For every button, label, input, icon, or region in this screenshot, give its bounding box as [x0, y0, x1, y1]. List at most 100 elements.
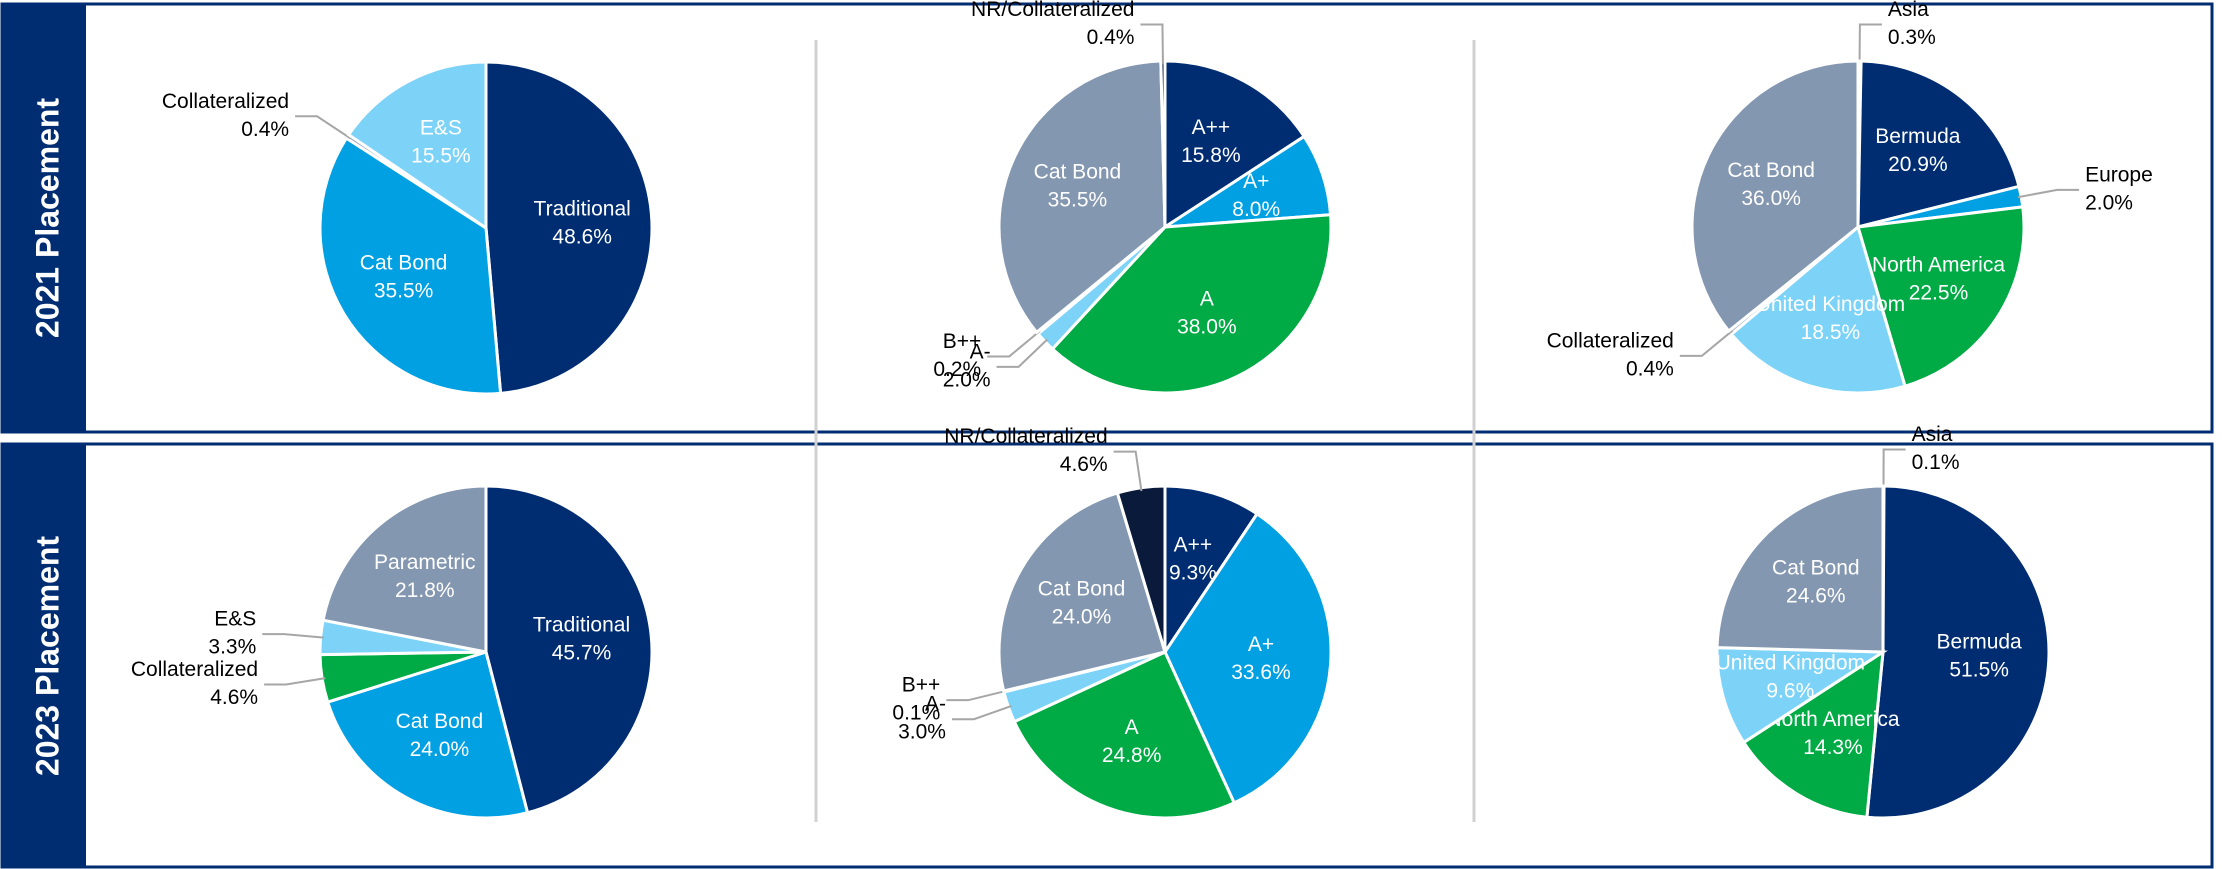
- leader-line: [2017, 188, 2080, 199]
- slice-category: United Kingdom: [1716, 652, 1865, 675]
- slice-category: A: [1200, 287, 1214, 310]
- slice-value-label: 4.6%: [1060, 453, 1108, 476]
- slice-category: Asia: [1912, 423, 1953, 446]
- row-label: 2021 Placement: [29, 98, 65, 339]
- slice-value-label: 9.3%: [1169, 561, 1217, 584]
- slice-category: Traditional: [534, 197, 631, 220]
- slice-category: Bermuda: [1875, 125, 1961, 148]
- pie-slice: [1050, 213, 1333, 395]
- slice-category: Collateralized: [1547, 329, 1674, 352]
- pie-slice: [1865, 484, 2051, 820]
- slice-category: North America: [1872, 253, 2005, 276]
- slice-category: United Kingdom: [1756, 293, 1905, 316]
- leader-line: [1679, 329, 1734, 357]
- slice-category: A+: [1248, 633, 1274, 656]
- slice-category: NR/Collateralized: [944, 425, 1107, 448]
- slice-category: A-: [925, 693, 946, 716]
- slice-category: E&S: [214, 608, 256, 631]
- slice-category: A++: [1174, 533, 1213, 556]
- slice-value-label: 36.0%: [1741, 187, 1801, 210]
- slice-value-label: 22.5%: [1909, 281, 1969, 304]
- slice-value-label: 48.6%: [552, 225, 612, 248]
- slice-value-label: 21.8%: [395, 579, 455, 602]
- leader-line: [264, 677, 326, 686]
- slice-value-label: 2.0%: [2085, 191, 2133, 214]
- slice-category: Traditional: [533, 613, 630, 636]
- slice-value-label: 0.1%: [1912, 451, 1960, 474]
- pie-slice: [1163, 484, 1260, 657]
- row-band: [2, 444, 86, 867]
- slice-category: Cat Bond: [1038, 578, 1126, 601]
- pie-slice: [997, 491, 1167, 693]
- leader-line: [295, 115, 351, 140]
- pie-slice: [484, 60, 654, 395]
- pie-slice: [1163, 511, 1333, 805]
- pie-slice: [1012, 650, 1237, 820]
- pie-slice: [346, 60, 488, 231]
- leader-line: [1113, 450, 1143, 492]
- leader-line: [1858, 23, 1882, 65]
- row-band: [2, 4, 86, 432]
- slice-value-label: 9.6%: [1766, 680, 1814, 703]
- slice-value-label: 18.5%: [1801, 321, 1861, 344]
- slice-value-label: 24.0%: [410, 738, 470, 761]
- pie-slice: [318, 136, 503, 396]
- slice-category: North America: [1766, 708, 1899, 731]
- slice-category: Parametric: [374, 551, 476, 574]
- slice-category: Collateralized: [162, 90, 289, 113]
- leader-line: [946, 689, 1008, 702]
- slice-value-label: 24.6%: [1786, 585, 1846, 608]
- slice-value-label: 20.9%: [1888, 153, 1948, 176]
- slice-value-label: 24.8%: [1102, 744, 1162, 767]
- pie-slice: [1690, 59, 1860, 334]
- slice-category: Cat Bond: [1034, 160, 1122, 183]
- slice-value-label: 35.5%: [374, 279, 434, 302]
- slice-value-label: 45.7%: [552, 641, 612, 664]
- slice-category: B++: [902, 674, 941, 697]
- pie-slice: [321, 484, 488, 654]
- slice-value-label: 0.1%: [892, 702, 940, 725]
- slice-value-label: 35.5%: [1048, 188, 1108, 211]
- slice-value-label: 15.5%: [411, 144, 471, 167]
- slice-value-label: 24.0%: [1052, 606, 1112, 629]
- slice-value-label: 33.6%: [1231, 661, 1291, 684]
- slice-value-label: 8.0%: [1232, 198, 1280, 221]
- slice-category: Cat Bond: [1727, 159, 1815, 182]
- slice-value-label: 51.5%: [1949, 659, 2009, 682]
- slice-category: A+: [1243, 170, 1269, 193]
- slice-value-label: 0.4%: [241, 118, 289, 141]
- slice-value-label: 0.3%: [1888, 26, 1936, 49]
- pie-slice: [1856, 59, 2021, 229]
- slice-value-label: 15.8%: [1181, 144, 1241, 167]
- leader-line: [1140, 23, 1164, 65]
- row-label: 2023 Placement: [29, 536, 65, 777]
- slice-category: A++: [1192, 116, 1231, 139]
- slice-value-label: 3.0%: [898, 721, 946, 744]
- pie-slice: [484, 484, 654, 815]
- pie-slice: [325, 650, 530, 820]
- leader-line: [987, 330, 1041, 358]
- slice-category: Asia: [1888, 0, 1929, 21]
- slice-category: Cat Bond: [360, 251, 448, 274]
- leader-line: [996, 338, 1049, 368]
- slice-category: B++: [943, 330, 982, 353]
- pie-slice: [1741, 649, 1885, 819]
- slice-value-label: 4.6%: [210, 686, 258, 709]
- slice-value-label: 0.4%: [1626, 357, 1674, 380]
- pie-slice: [1715, 646, 1888, 745]
- slice-category: Europe: [2085, 163, 2153, 186]
- leader-line: [1882, 448, 1906, 490]
- slice-category: Collateralized: [131, 658, 258, 681]
- pie-slice: [1856, 205, 2026, 389]
- slice-category: A-: [970, 340, 991, 363]
- pie-slice: [1715, 484, 1885, 654]
- slice-category: Cat Bond: [1772, 557, 1860, 580]
- slice-value-label: 14.3%: [1803, 736, 1863, 759]
- slice-value-label: 0.4%: [1087, 26, 1135, 49]
- pie-slice: [1729, 224, 1907, 395]
- leader-line: [951, 705, 1012, 721]
- slice-category: A: [1125, 716, 1139, 739]
- slice-value-label: 2.0%: [943, 368, 991, 391]
- slice-category: NR/Collateralized: [971, 0, 1134, 21]
